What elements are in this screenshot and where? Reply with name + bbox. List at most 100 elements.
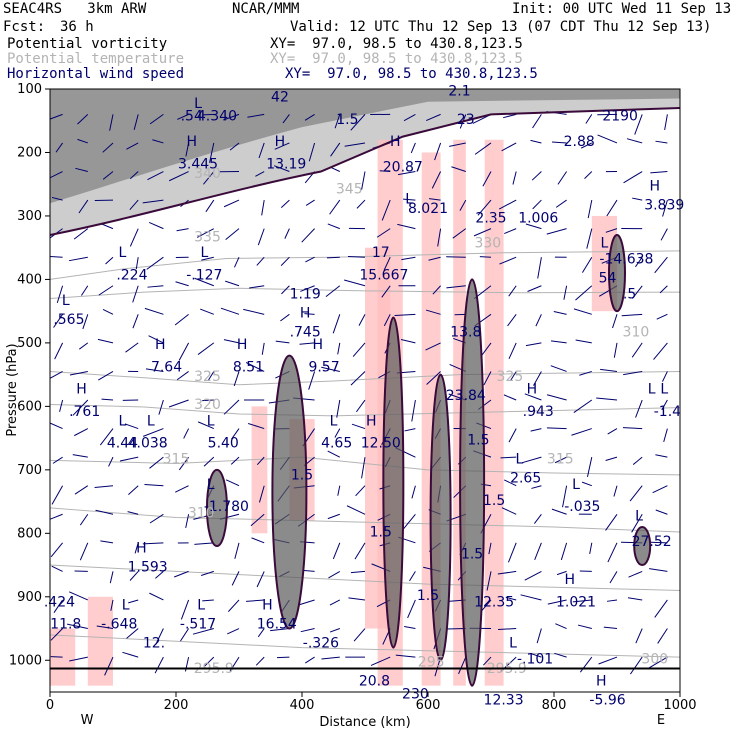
wind-vector: [73, 228, 89, 240]
wind-vector: [522, 456, 542, 464]
wind-vector: [411, 485, 416, 499]
annotation-label: 1.006: [518, 210, 558, 226]
pv-tower-fill: [206, 469, 227, 547]
wind-vector: [507, 542, 517, 563]
wind-vector: [52, 456, 63, 464]
wind-vector: [282, 114, 290, 124]
wind-vector: [176, 228, 189, 232]
pv-tower-fill: [634, 526, 651, 566]
wind-vector: [74, 485, 89, 495]
wind-vector: [147, 285, 164, 288]
wind-vector: [77, 114, 89, 125]
y-tick-label: 300: [17, 209, 42, 224]
wind-vector: [249, 285, 265, 289]
annotation-label: H: [390, 134, 401, 150]
field-wind-xy: XY= 97.0, 98.5 to 430.8,123.5: [285, 66, 538, 82]
wind-vector: [69, 656, 88, 662]
wind-vector: [330, 142, 341, 157]
wind-vector: [607, 542, 618, 563]
pv-tower-fill: [272, 355, 307, 629]
y-tick-label: 500: [17, 336, 42, 351]
annotation-label: .54: [181, 109, 203, 125]
wind-vector: [209, 142, 215, 163]
annotation-label: H: [650, 179, 661, 195]
wind-vector: [275, 340, 290, 344]
wind-vector: [109, 571, 114, 584]
annotation-label: -.326: [303, 636, 339, 652]
wind-vector: [225, 479, 240, 487]
y-tick-label: 400: [17, 272, 42, 287]
wind-vector: [94, 485, 114, 489]
wind-vector: [404, 428, 416, 432]
wind-vector: [510, 371, 517, 381]
wind-vector: [512, 171, 517, 185]
annotation-label: 12.33: [484, 693, 524, 709]
wind-vector: [437, 228, 442, 247]
annotation-label: L: [648, 382, 656, 398]
wind-vector: [326, 256, 340, 259]
wind-vector: [403, 198, 416, 201]
wind-vector: [535, 314, 542, 327]
wind-vector: [501, 507, 517, 515]
wind-vector: [234, 542, 240, 559]
wind-vector: [126, 628, 139, 639]
annotation-label: 27.52: [632, 534, 672, 550]
wind-vector: [223, 199, 240, 208]
wind-vector: [155, 571, 164, 579]
theta-label: 330: [474, 236, 501, 252]
wind-vector: [50, 422, 63, 430]
wind-vector: [149, 513, 164, 524]
wind-vector: [225, 280, 240, 287]
wind-vector: [197, 421, 214, 430]
wind-vector: [623, 171, 643, 184]
annotation-label: H: [155, 337, 166, 353]
wind-vector: [203, 456, 215, 467]
y-tick-label: 1000: [9, 653, 42, 668]
wind-vector: [108, 456, 114, 467]
y-tick-label: 700: [17, 463, 42, 478]
wind-vector: [530, 139, 542, 144]
annotation-label: 12.35: [474, 594, 514, 610]
wind-vector: [98, 285, 114, 296]
annotation-label: 20.87: [383, 160, 423, 176]
wind-vector: [129, 171, 139, 180]
wind-vector: [554, 456, 567, 464]
wind-vector: [202, 399, 214, 402]
annotation-label: 11.8: [50, 617, 81, 633]
wind-vector: [482, 656, 492, 666]
theta-label: 320: [194, 397, 221, 413]
wind-vector: [284, 228, 290, 239]
annotation-label: L: [197, 597, 205, 613]
wind-vector: [370, 656, 391, 666]
wind-vector: [621, 313, 643, 317]
wind-vector: [505, 596, 517, 601]
x-tick-label: 600: [416, 698, 441, 713]
wind-vector: [605, 513, 618, 531]
wind-vector: [379, 170, 391, 173]
pv-tower-fill: [460, 279, 485, 686]
y-axis-label: Pressure (hPa): [5, 343, 20, 436]
theta-contour-335: [50, 250, 680, 280]
pv-tower-contour: [205, 468, 228, 548]
field-theta-xy: XY= 97.0, 98.5 to 430.8,123.5: [270, 51, 523, 67]
annotation-label: L: [515, 451, 523, 467]
y-tick-label: 100: [17, 82, 42, 97]
theta-contour-310: [50, 507, 680, 533]
wind-vector: [134, 542, 139, 554]
wind-vector: [101, 398, 114, 401]
wind-vector: [261, 199, 265, 216]
wind-vector: [479, 256, 492, 258]
pv-tower-contour: [271, 354, 308, 630]
theta-label: 345: [336, 182, 363, 198]
x-tick-label: 800: [542, 698, 567, 713]
fcst-label: Fcst:: [3, 19, 46, 35]
wind-vector: [632, 285, 643, 299]
wind-vector: [504, 479, 517, 487]
pv-shading-core: [50, 89, 680, 204]
field-wind-name: Horizontal wind speed: [7, 66, 185, 82]
wind-vector: [397, 171, 416, 176]
wind-vector: [50, 656, 63, 658]
wind-vector: [280, 256, 290, 266]
wind-vector: [146, 256, 164, 270]
y-tick-label: 900: [17, 590, 42, 605]
